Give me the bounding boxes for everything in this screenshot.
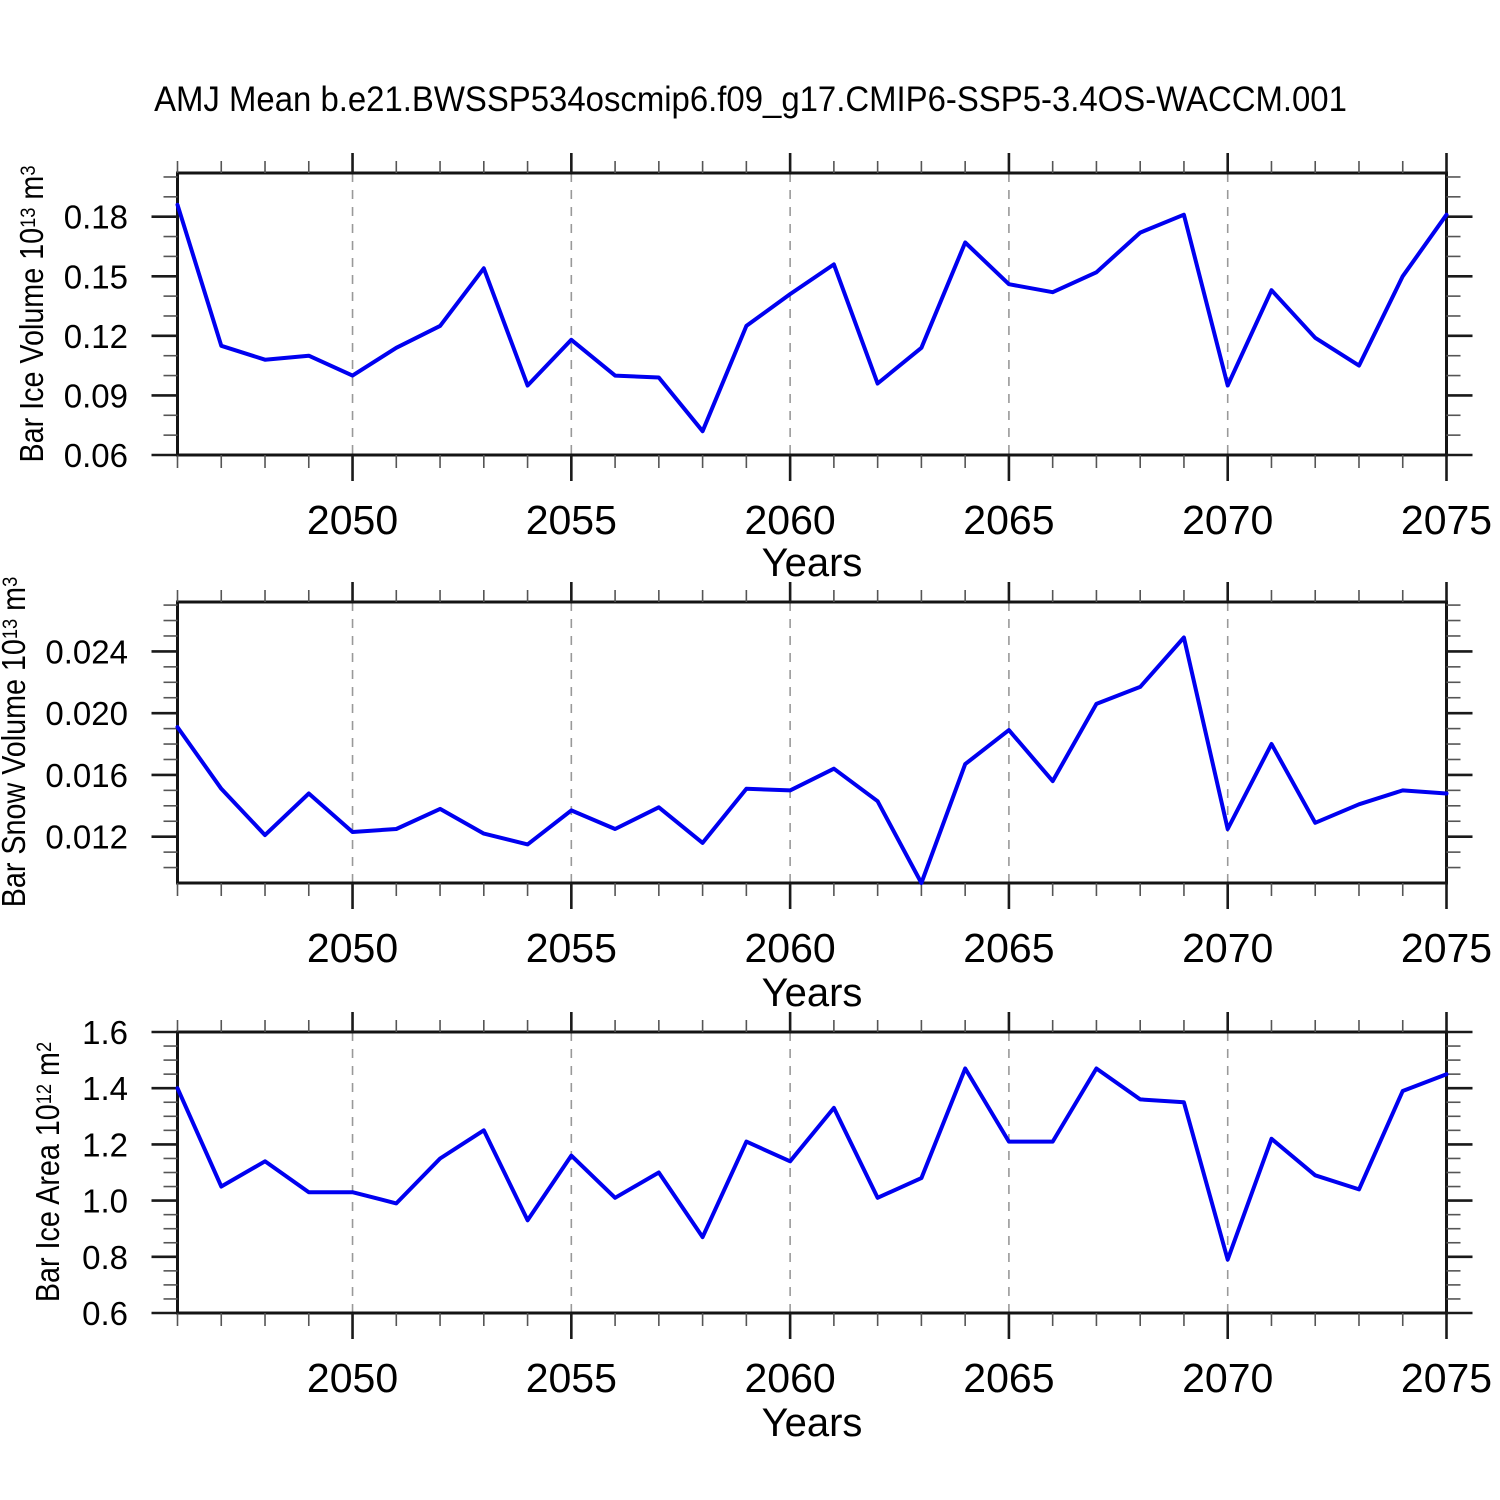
x-tick-label: 2070	[1182, 925, 1273, 971]
x-axis-label-years-panel3: Years	[761, 1401, 863, 1445]
y-tick-label: 0.09	[64, 377, 128, 414]
x-tick-label: 2065	[963, 925, 1054, 971]
axis-frame	[176, 171, 1448, 457]
x-tick-label: 2070	[1182, 1355, 1273, 1401]
chart-title: AMJ Mean b.e21.BWSSP534oscmip6.f09_g17.C…	[0, 80, 1500, 120]
y-tick-label: 1.6	[82, 1014, 128, 1051]
y-tick-label: 0.18	[64, 199, 128, 236]
series-line-bar-ice-volume	[175, 202, 1449, 434]
x-tick-label: 2050	[307, 1355, 398, 1401]
x-tick-label: 2050	[307, 497, 398, 543]
y-tick-label: 0.12	[64, 318, 128, 355]
x-tick-label: 2055	[526, 497, 617, 543]
series-line-bar-ice-area	[175, 1066, 1449, 1262]
x-tick-label: 2060	[745, 497, 836, 543]
panel-bar-snow-volume: 0.012 0.016 0.020 0.024 2050 2055 2060 2065 2070…	[45, 582, 1492, 971]
x-tick-label: 2055	[526, 925, 617, 971]
x-tick-label: 2065	[963, 497, 1054, 543]
x-tick-label: 2060	[745, 925, 836, 971]
x-tick-label: 2060	[745, 1355, 836, 1401]
y-tick-label: 1.0	[82, 1183, 128, 1220]
x-tick-label: 2065	[963, 1355, 1054, 1401]
x-tick-label: 2070	[1182, 497, 1273, 543]
series-line-bar-snow-volume	[175, 635, 1449, 885]
x-tick-label: 2055	[526, 1355, 617, 1401]
y-tick-label: 1.2	[82, 1126, 128, 1163]
x-axis-label-years-panel1: Years	[761, 541, 863, 585]
panel-bar-ice-area: 0.6 0.8 1.0 1.2 1.4 1.6 2050 2055 2060 2065 2070 20…	[82, 1012, 1492, 1401]
y-tick-label: 1.4	[82, 1070, 128, 1107]
axis-frame	[176, 1030, 1448, 1315]
y-tick-label: 0.06	[64, 437, 128, 474]
y-tick-label: 0.020	[45, 695, 128, 732]
x-axis-label-years-panel2: Years	[761, 971, 863, 1015]
y-tick-label: 0.6	[82, 1295, 128, 1332]
x-tick-label: 2050	[307, 925, 398, 971]
y-tick-label: 0.8	[82, 1239, 128, 1276]
panel-bar-ice-volume: 0.06 0.09 0.12 0.15 0.18 2050 2055 2060 2065 2070…	[64, 153, 1492, 543]
y-tick-label: 0.016	[45, 757, 128, 794]
axis-frame	[176, 600, 1448, 885]
chart-title-text: AMJ Mean b.e21.BWSSP534oscmip6.f09_g17.C…	[153, 80, 1347, 119]
y-tick-label: 0.15	[64, 258, 128, 295]
x-tick-label: 2075	[1401, 497, 1492, 543]
y-tick-label: 0.024	[45, 633, 128, 670]
x-tick-label: 2075	[1401, 1355, 1492, 1401]
y-tick-label: 0.012	[45, 819, 128, 856]
x-tick-label: 2075	[1401, 925, 1492, 971]
